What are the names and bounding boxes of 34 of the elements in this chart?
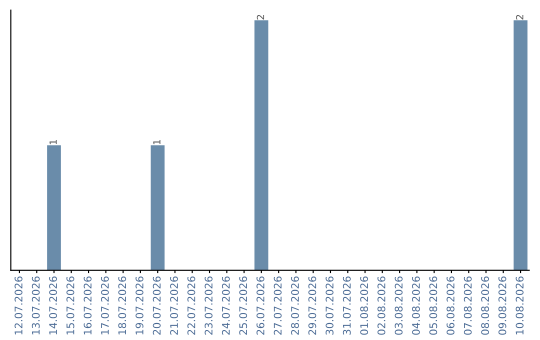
x-tick-label: 30.07.2026 bbox=[326, 276, 334, 335]
x-tick-label: 18.07.2026 bbox=[118, 276, 126, 334]
x-tick-label: 10.08.2026 bbox=[516, 276, 524, 334]
data-label: 2 bbox=[516, 14, 524, 20]
x-tick-label: 19.07.2026 bbox=[136, 276, 144, 334]
x-tick-label: 16.07.2026 bbox=[84, 276, 92, 334]
x-tick-label: 25.07.2026 bbox=[239, 276, 248, 335]
x-tick-label: 05.08.2026 bbox=[429, 276, 438, 335]
x-tick-label: 15.07.2026 bbox=[66, 276, 74, 334]
data-label: 1 bbox=[50, 140, 57, 144]
x-tick-label: 26.07.2026 bbox=[256, 276, 264, 335]
x-tick-label: 09.08.2026 bbox=[498, 276, 506, 335]
x-tick-label: 21.07.2026 bbox=[170, 276, 178, 335]
x-tick-label: 01.08.2026 bbox=[360, 276, 368, 335]
x-tick-label: 04.08.2026 bbox=[412, 276, 420, 335]
x-tick-label: 28.07.2026 bbox=[291, 276, 299, 335]
x-tick-label: 13.07.2026 bbox=[32, 276, 40, 334]
x-tick-label: 08.08.2026 bbox=[481, 276, 490, 335]
x-tick-label: 27.07.2026 bbox=[274, 276, 282, 335]
x-tick-label: 22.07.2026 bbox=[187, 276, 196, 335]
x-tick-label: 31.07.2026 bbox=[342, 276, 351, 335]
x-tick-label: 06.08.2026 bbox=[446, 276, 454, 335]
x-tick-label: 17.07.2026 bbox=[100, 276, 109, 334]
x-tick-label: 12.07.2026 bbox=[14, 276, 22, 334]
x-tick-label: 07.08.2026 bbox=[464, 276, 472, 335]
data-label: 1 bbox=[153, 140, 160, 144]
x-tick-label: 03.08.2026 bbox=[394, 276, 403, 335]
x-tick-label: 24.07.2026 bbox=[222, 276, 230, 335]
data-label: 2 bbox=[256, 14, 264, 20]
x-tick-label: 20.07.2026 bbox=[152, 276, 161, 335]
x-tick-label: 02.08.2026 bbox=[377, 276, 386, 335]
x-tick-label: 14.07.2026 bbox=[49, 276, 58, 334]
x-tick-label: 29.07.2026 bbox=[308, 276, 316, 335]
x-tick-label: 23.07.2026 bbox=[204, 276, 213, 335]
